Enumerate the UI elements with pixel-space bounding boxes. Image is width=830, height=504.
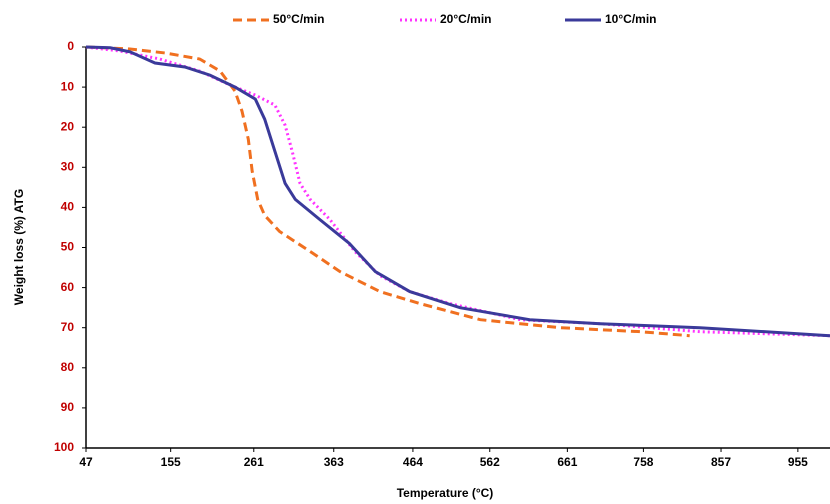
x-tick-label: 363 (324, 455, 344, 469)
y-tick-label: 50 (61, 240, 75, 254)
series-line (85, 45, 690, 338)
x-axis-title: Temperature (°C) (397, 486, 494, 500)
legend-label: 20°C/min (440, 12, 491, 26)
y-tick-label: 100 (54, 440, 74, 454)
y-tick-label: 10 (61, 79, 75, 93)
x-tick-label: 955 (788, 455, 808, 469)
x-tick-label: 857 (711, 455, 731, 469)
y-tick-label: 40 (61, 200, 75, 214)
x-tick-label: 758 (633, 455, 653, 469)
y-tick-label: 0 (67, 39, 74, 53)
x-tick-label: 464 (403, 455, 423, 469)
x-tick-label: 155 (161, 455, 181, 469)
y-tick-label: 20 (61, 119, 75, 133)
x-tick-label: 562 (480, 455, 500, 469)
y-tick-label: 80 (61, 360, 75, 374)
x-tick-label: 47 (79, 455, 93, 469)
y-tick-label: 30 (61, 159, 75, 173)
y-tick-label: 90 (61, 400, 75, 414)
series-line (85, 45, 830, 338)
series-line (85, 45, 830, 338)
y-tick-label: 60 (61, 280, 75, 294)
legend-label: 10°C/min (605, 12, 656, 26)
x-tick-label: 261 (244, 455, 264, 469)
y-axis-title: Weight loss (%) ATG (12, 189, 26, 305)
x-tick-label: 661 (557, 455, 577, 469)
y-tick-label: 70 (61, 320, 75, 334)
legend-label: 50°C/min (273, 12, 324, 26)
